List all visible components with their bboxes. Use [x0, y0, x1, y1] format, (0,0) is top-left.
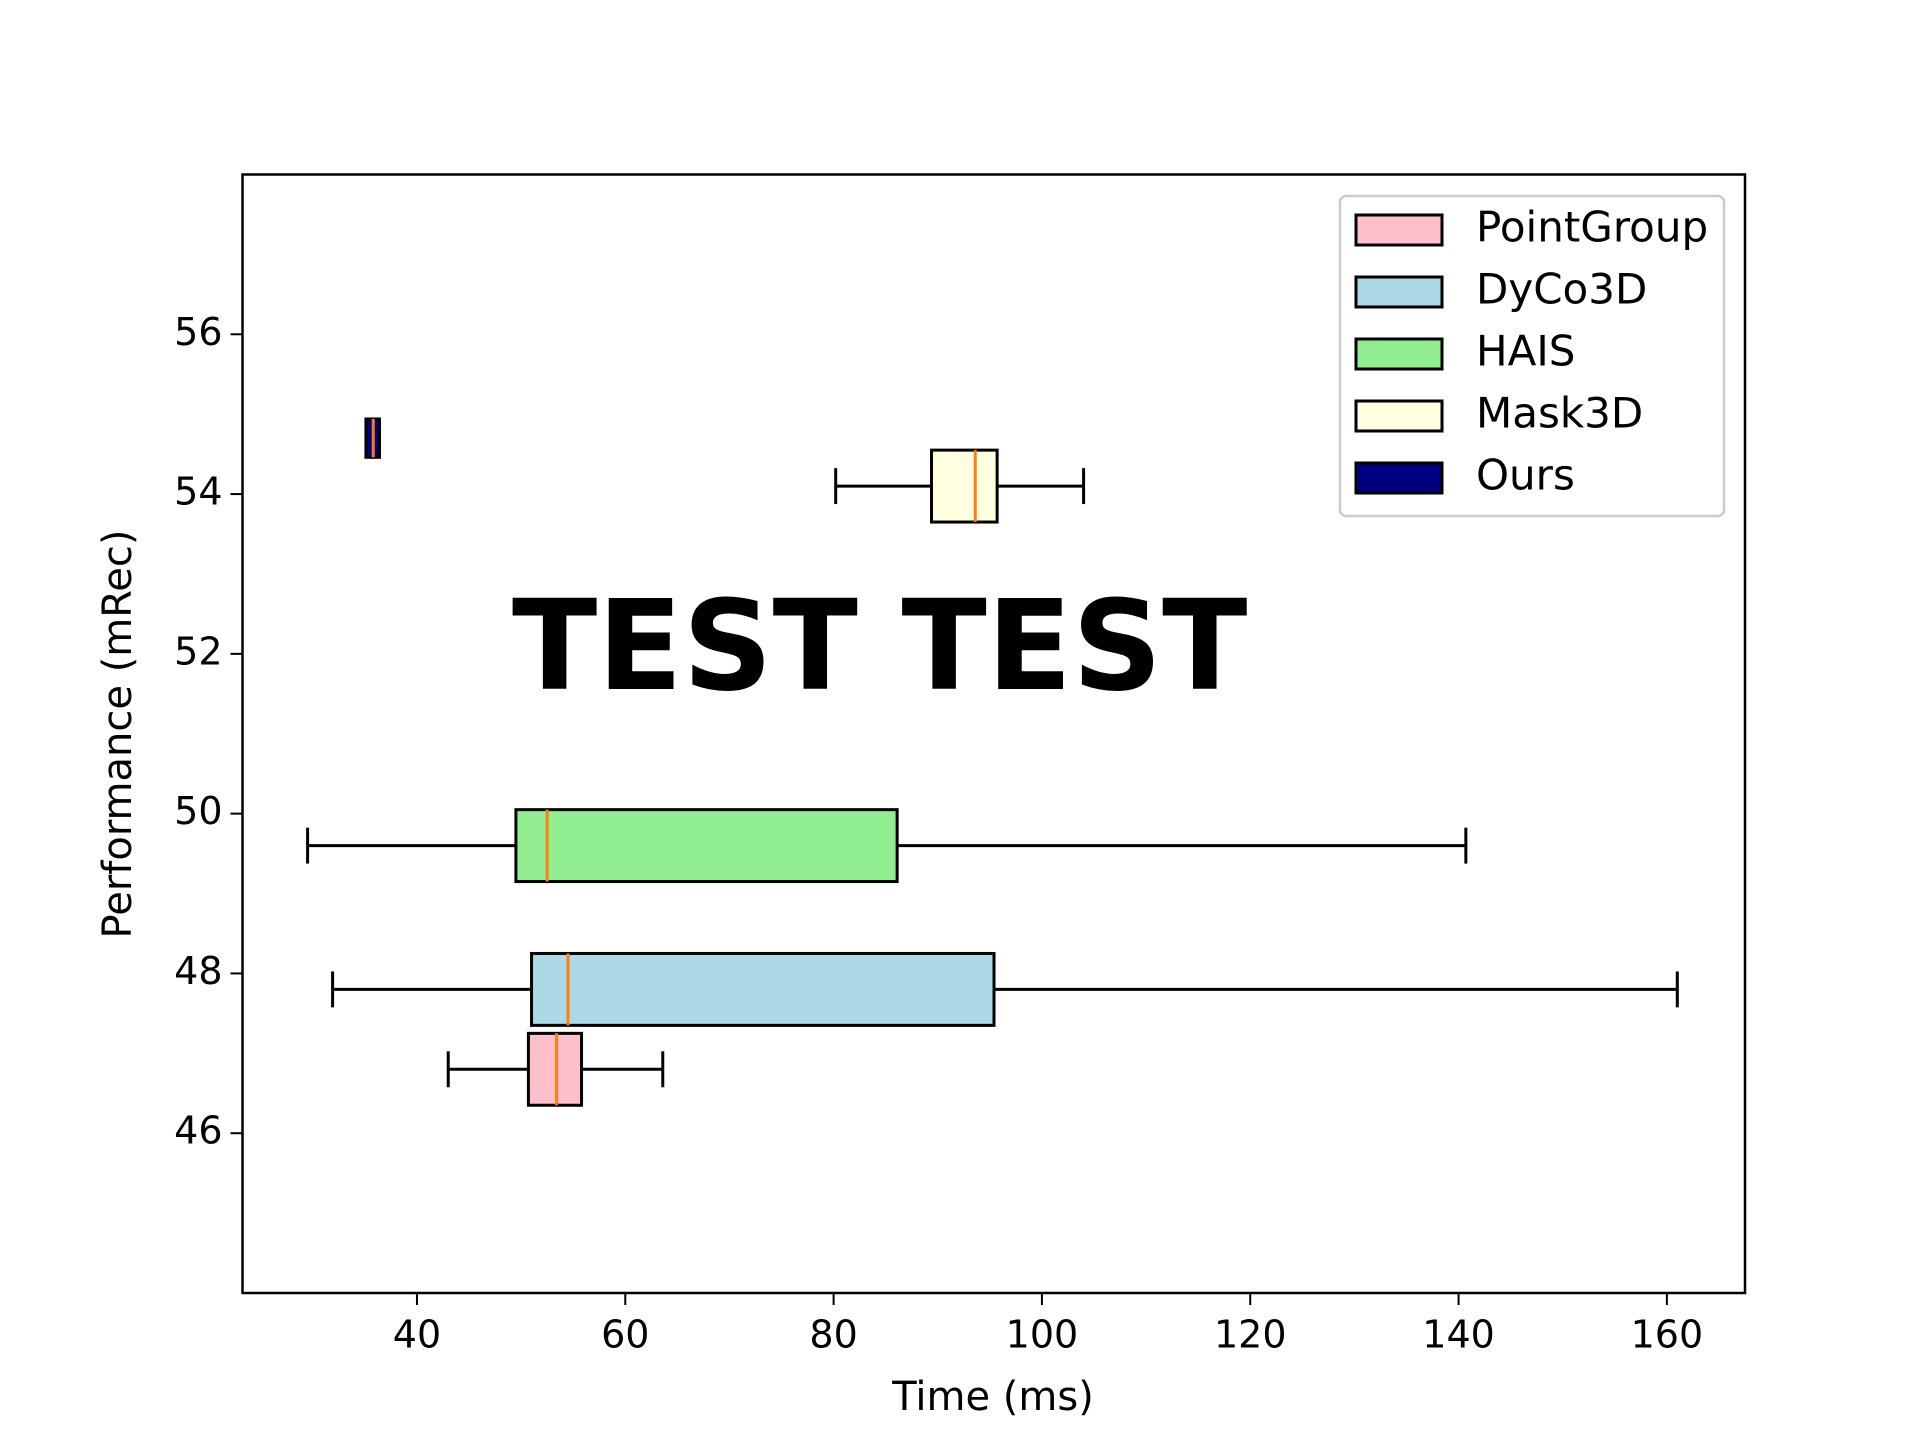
- y-tick-label: 46: [174, 1109, 222, 1153]
- x-tick-label: 60: [601, 1313, 649, 1357]
- plot-frame: [241, 173, 1747, 1295]
- y-tick-label: 52: [174, 629, 222, 673]
- x-tick-label: 80: [809, 1313, 857, 1357]
- legend-swatch: [1354, 337, 1444, 371]
- y-tick-label: 50: [174, 789, 222, 833]
- legend-label: DyCo3D: [1476, 265, 1647, 314]
- box: [526, 1031, 584, 1107]
- x-tick-label: 160: [1631, 1313, 1704, 1357]
- x-tick-label: 120: [1214, 1313, 1287, 1357]
- legend-swatch: [1354, 399, 1444, 433]
- x-tick-label: 40: [393, 1313, 441, 1357]
- legend-label: HAIS: [1476, 327, 1575, 376]
- legend-swatch: [1354, 461, 1444, 495]
- y-tick-label: 54: [174, 470, 222, 514]
- legend-label: PointGroup: [1476, 203, 1708, 252]
- x-tick-label: 140: [1422, 1313, 1495, 1357]
- legend-swatch: [1354, 213, 1444, 247]
- x-axis-label: Time (ms): [891, 1374, 1094, 1420]
- box: [530, 951, 996, 1027]
- legend-swatch: [1354, 275, 1444, 309]
- legend-label: Mask3D: [1476, 389, 1643, 438]
- box: [514, 808, 899, 884]
- x-tick-label: 100: [1006, 1313, 1079, 1357]
- y-tick-label: 48: [174, 949, 222, 993]
- y-axis-label: Performance (mRec): [95, 530, 141, 939]
- y-tick-label: 56: [174, 310, 222, 354]
- box: [930, 448, 999, 524]
- annotation: TEST TEST: [512, 574, 1247, 719]
- legend-label: Ours: [1476, 451, 1575, 500]
